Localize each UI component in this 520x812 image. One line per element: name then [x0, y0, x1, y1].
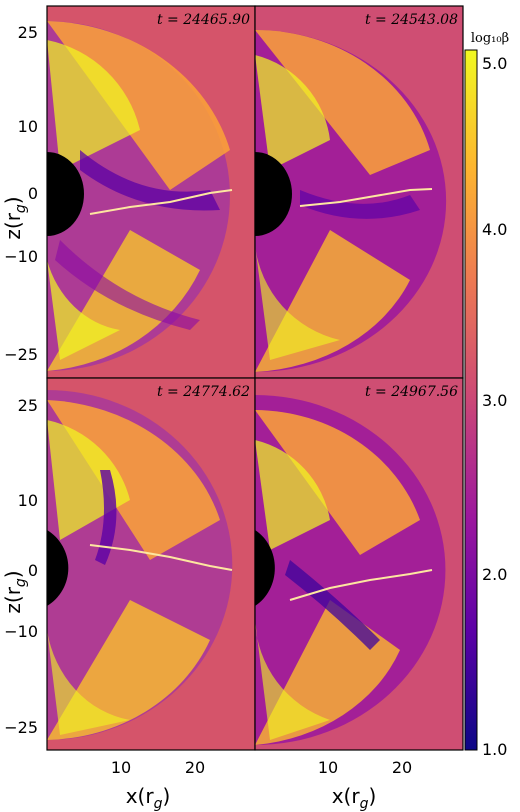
x-axis-label-left: x(rg) — [126, 784, 171, 812]
y-tick-m25-top: −25 — [4, 345, 38, 364]
y-tick-0-bottom: 0 — [28, 561, 38, 580]
y-tick-m10-bottom: −10 — [4, 622, 38, 641]
y-tick-0-top: 0 — [28, 184, 38, 203]
colorbar: log₁₀β 5.0 4.0 3.0 2.0 1.0 — [464, 31, 509, 759]
y-tick-25-bottom: 25 — [18, 396, 38, 415]
x-axis: 10 20 10 20 x(rg) x(rg) — [111, 758, 412, 812]
panel-2: t = 24543.08 — [254, 5, 464, 379]
y-tick-10-top: 10 — [18, 117, 38, 136]
x-tick-20-left: 20 — [185, 758, 205, 777]
x-tick-10-left: 10 — [111, 758, 131, 777]
cb-tick-5: 5.0 — [482, 54, 507, 73]
cb-tick-3: 3.0 — [482, 391, 507, 410]
cb-tick-1: 1.0 — [482, 740, 507, 759]
y-axis: 25 10 0 −10 −25 25 10 0 −10 −25 z(rg) z(… — [1, 23, 38, 737]
y-axis-label-top: z(rg) — [1, 196, 29, 239]
y-tick-25-top: 25 — [18, 23, 38, 42]
x-axis-label-right: x(rg) — [332, 784, 377, 812]
y-tick-m10-top: −10 — [4, 247, 38, 266]
y-tick-m25-bottom: −25 — [4, 718, 38, 737]
cb-tick-2: 2.0 — [482, 565, 507, 584]
x-tick-20-right: 20 — [392, 758, 412, 777]
panel-1-time: t = 24465.90 — [157, 12, 250, 28]
panel-3-time: t = 24774.62 — [157, 384, 250, 400]
colorbar-title: log₁₀β — [471, 31, 509, 46]
y-tick-10-bottom: 10 — [18, 491, 38, 510]
panel-1: t = 24465.90 — [46, 5, 256, 379]
panel-4: t = 24967.56 — [254, 377, 464, 751]
panel-2-time: t = 24543.08 — [365, 12, 458, 28]
panel-4-time: t = 24967.56 — [365, 384, 458, 400]
x-tick-10-right: 10 — [318, 758, 338, 777]
panel-3: t = 24774.62 — [46, 377, 256, 751]
cb-tick-4: 4.0 — [482, 220, 507, 239]
y-axis-label-bottom: z(rg) — [1, 570, 29, 613]
